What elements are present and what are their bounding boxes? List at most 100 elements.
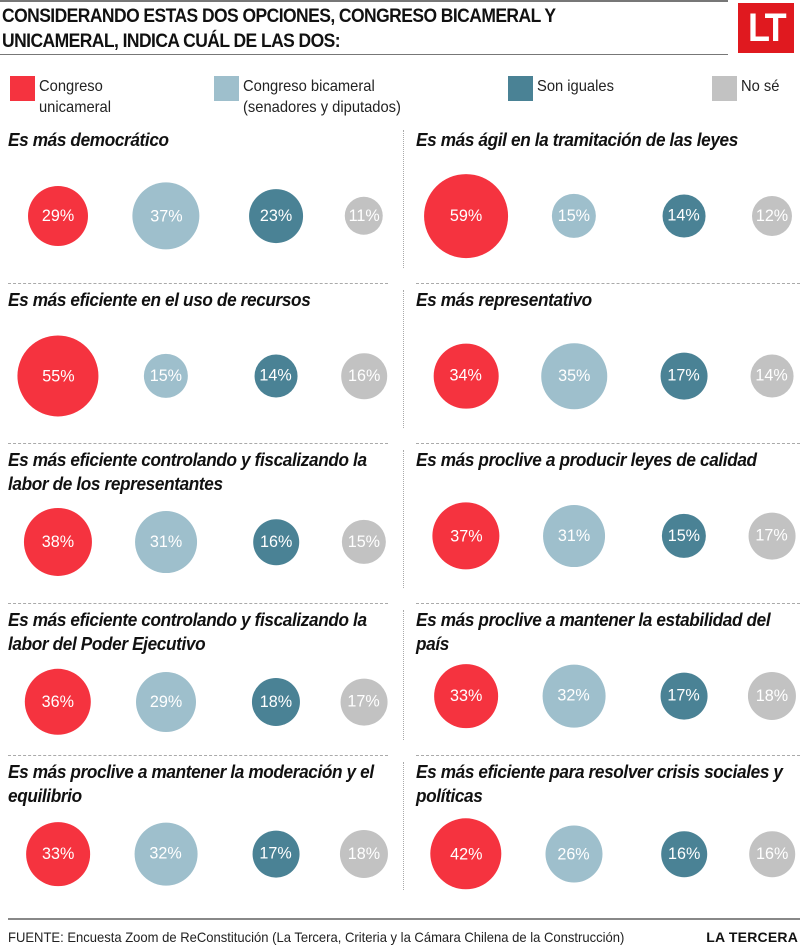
bubble-value-label: 12% xyxy=(755,205,789,225)
brand-credit: LA TERCERA xyxy=(706,929,798,945)
bubble-value-label: 14% xyxy=(755,366,789,385)
panel-question: Es más eficiente controlando y fiscaliza… xyxy=(8,449,367,494)
bubble-value-label: 15% xyxy=(347,531,381,551)
bubble-value-label: 34% xyxy=(449,365,483,385)
bubble-value-label: 31% xyxy=(557,525,591,545)
panel-question: Es más proclive a producir leyes de cali… xyxy=(416,449,757,470)
bubble-son-iguales: 16% xyxy=(661,831,707,877)
bubble-unicameral: 33% xyxy=(434,664,498,728)
bubble-unicameral: 33% xyxy=(26,822,90,886)
bubble-value-label: 15% xyxy=(149,365,183,385)
chart-title: CONSIDERANDO ESTAS DOS OPCIONES, CONGRES… xyxy=(2,6,556,52)
chart-panel: Es más ágil en la tramitación de las ley… xyxy=(416,128,800,288)
bubble-value-label: 55% xyxy=(41,366,75,385)
bubble-value-label: 18% xyxy=(347,843,381,863)
legend-swatch xyxy=(712,76,737,101)
bubble-value-label: 17% xyxy=(755,526,789,545)
bubble-no-se: 14% xyxy=(750,354,794,398)
bubble-son-iguales: 15% xyxy=(661,513,707,559)
chart-panel: Es más eficiente controlando y fiscaliza… xyxy=(8,608,398,760)
bubble-value-label: 32% xyxy=(149,843,183,863)
bubble-value-label: 29% xyxy=(41,206,75,225)
panel-divider xyxy=(416,603,800,604)
bubble-bicameral: 32% xyxy=(134,822,198,886)
bubble-value-label: 17% xyxy=(259,844,293,863)
panel-question: Es más proclive a mantener la moderación… xyxy=(8,761,374,806)
bubble-no-se: 15% xyxy=(341,519,387,565)
panel-question: Es más democrático xyxy=(8,129,169,150)
bubble-value-label: 26% xyxy=(557,843,591,863)
bubble-value-label: 31% xyxy=(149,531,183,551)
bubble-value-label: 35% xyxy=(557,365,591,385)
panel-divider xyxy=(416,755,800,756)
bubble-value-label: 18% xyxy=(259,691,293,711)
bubble-value-label: 16% xyxy=(755,844,789,863)
bubble-bicameral: 35% xyxy=(541,343,607,409)
bubble-value-label: 37% xyxy=(149,206,183,225)
legend-label: Congreso unicameral xyxy=(39,78,112,116)
bubble-unicameral: 55% xyxy=(17,335,99,417)
bubble-value-label: 15% xyxy=(667,525,701,545)
bubble-unicameral: 42% xyxy=(430,818,502,890)
legend-item: No sé xyxy=(712,76,783,101)
bubble-no-se: 12% xyxy=(751,195,793,237)
chart-panel: Es más representativo 34% 35% 17% 14% xyxy=(416,288,800,448)
chart-panel: Es más eficiente para resolver crisis so… xyxy=(416,760,800,910)
bubble-bicameral: 37% xyxy=(132,182,200,250)
bubble-value-label: 15% xyxy=(557,205,591,225)
legend-swatch xyxy=(10,76,35,101)
bubble-value-label: 18% xyxy=(755,685,789,705)
bubble-son-iguales: 14% xyxy=(662,194,706,238)
panel-question: Es más representativo xyxy=(416,289,592,310)
panel-divider xyxy=(8,603,388,604)
bubble-unicameral: 59% xyxy=(424,174,508,258)
bubble-value-label: 16% xyxy=(667,844,701,863)
bubble-bicameral: 31% xyxy=(543,505,605,567)
bubble-bicameral: 29% xyxy=(136,672,196,732)
bubble-value-label: 17% xyxy=(347,692,381,711)
bubble-unicameral: 38% xyxy=(23,507,93,577)
panel-question: Es más eficiente controlando y fiscaliza… xyxy=(8,609,367,654)
legend-label: No sé xyxy=(741,78,780,95)
legend-label: Congreso bicameral (senadores y diputado… xyxy=(243,78,401,116)
chart-panel: Es más eficiente en el uso de recursos 55… xyxy=(8,288,398,448)
column-divider xyxy=(403,290,404,428)
panel-divider xyxy=(416,443,800,444)
bubble-son-iguales: 17% xyxy=(252,830,300,878)
bubble-value-label: 14% xyxy=(259,366,293,385)
bubble-son-iguales: 17% xyxy=(660,352,708,400)
bubble-value-label: 38% xyxy=(41,531,75,551)
legend-swatch xyxy=(508,76,533,101)
bottom-rule xyxy=(8,918,800,920)
bubble-son-iguales: 23% xyxy=(249,189,303,243)
bubble-value-label: 11% xyxy=(348,205,380,225)
panel-question: Es más eficiente en el uso de recursos xyxy=(8,289,311,310)
title-rule xyxy=(0,54,728,55)
column-divider xyxy=(403,450,404,588)
top-rule xyxy=(0,0,728,2)
bubble-bicameral: 32% xyxy=(542,664,606,728)
chart-panel: Es más proclive a producir leyes de cali… xyxy=(416,448,800,608)
bubble-son-iguales: 18% xyxy=(251,677,301,727)
bubble-unicameral: 29% xyxy=(28,186,88,246)
bubble-unicameral: 36% xyxy=(24,668,92,736)
bubble-son-iguales: 14% xyxy=(254,354,298,398)
legend-item: Son iguales xyxy=(508,76,621,101)
bubble-value-label: 14% xyxy=(667,206,701,225)
legend-label: Son iguales xyxy=(537,78,614,95)
logo-text: LT xyxy=(748,5,787,50)
bubble-value-label: 37% xyxy=(449,526,483,545)
bubble-bicameral: 15% xyxy=(551,193,597,239)
source-note: FUENTE: Encuesta Zoom de ReConstitución … xyxy=(8,929,625,945)
bubble-unicameral: 37% xyxy=(432,502,500,570)
legend-item: Congreso bicameral (senadores y diputado… xyxy=(214,76,415,118)
bubble-bicameral: 15% xyxy=(143,353,189,399)
bubble-value-label: 33% xyxy=(449,685,483,705)
panel-question: Es más ágil en la tramitación de las ley… xyxy=(416,129,738,150)
chart-panel: Es más democrático 29% 37% 23% 11% xyxy=(8,128,398,288)
column-divider xyxy=(403,130,404,268)
bubble-value-label: 16% xyxy=(347,366,381,385)
bubble-no-se: 16% xyxy=(341,353,387,399)
bubble-value-label: 36% xyxy=(41,691,75,711)
la-tercera-logo: LT xyxy=(738,3,794,53)
